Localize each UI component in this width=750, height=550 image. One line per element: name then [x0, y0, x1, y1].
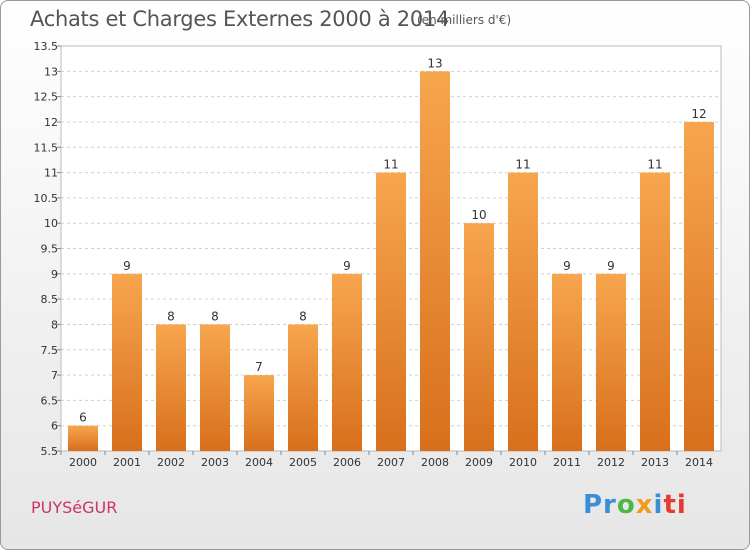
y-tick-label: 10 — [44, 217, 58, 230]
y-tick-label: 12 — [44, 116, 58, 129]
x-tick-label: 2005 — [289, 456, 317, 469]
bar-2005 — [288, 324, 318, 451]
x-tick-label: 2011 — [553, 456, 581, 469]
y-tick-label: 11.5 — [34, 141, 59, 154]
x-tick-label: 2007 — [377, 456, 405, 469]
bar-2007 — [376, 172, 406, 451]
bar-value-label: 9 — [563, 259, 571, 273]
bar-2009 — [464, 223, 494, 451]
x-tick-label: 2012 — [597, 456, 625, 469]
x-tick-label: 2014 — [685, 456, 713, 469]
bar-value-label: 8 — [211, 309, 219, 323]
bar-2012 — [596, 273, 626, 451]
y-tick-label: 7 — [51, 369, 58, 382]
y-tick-label: 12.5 — [34, 91, 59, 104]
y-tick-label: 11 — [44, 167, 58, 180]
x-tick-label: 2013 — [641, 456, 669, 469]
y-tick-label: 13.5 — [34, 40, 59, 53]
bar-2003 — [200, 324, 230, 451]
bar-value-label: 13 — [427, 56, 442, 70]
x-tick-label: 2009 — [465, 456, 493, 469]
y-tick-label: 5.5 — [41, 445, 59, 458]
x-tick-label: 2002 — [157, 456, 185, 469]
bar-2013 — [640, 172, 670, 451]
bar-value-label: 9 — [123, 259, 131, 273]
x-tick-label: 2010 — [509, 456, 537, 469]
x-tick-label: 2000 — [69, 456, 97, 469]
y-tick-label: 9 — [51, 268, 58, 281]
y-tick-label: 8.5 — [41, 293, 59, 306]
bar-2011 — [552, 273, 582, 451]
bar-2010 — [508, 172, 538, 451]
bar-2004 — [244, 375, 274, 451]
bar-value-label: 11 — [383, 158, 398, 172]
y-tick-label: 6 — [51, 420, 58, 433]
bar-value-label: 8 — [167, 309, 175, 323]
x-tick-label: 2004 — [245, 456, 273, 469]
bar-2008 — [420, 71, 450, 451]
bar-value-label: 8 — [299, 309, 307, 323]
bar-2006 — [332, 273, 362, 451]
brand-logo: Proxiti — [583, 490, 687, 520]
bar-2000 — [68, 425, 98, 451]
bar-2001 — [112, 273, 142, 451]
bar-value-label: 6 — [79, 411, 87, 425]
bar-value-label: 11 — [647, 158, 662, 172]
y-tick-label: 7.5 — [41, 344, 59, 357]
y-tick-label: 9.5 — [41, 243, 59, 256]
y-tick-label: 10.5 — [34, 192, 59, 205]
y-tick-label: 13 — [44, 65, 58, 78]
x-tick-label: 2008 — [421, 456, 449, 469]
x-tick-label: 2001 — [113, 456, 141, 469]
bar-value-label: 12 — [691, 107, 706, 121]
bar-value-label: 10 — [471, 208, 486, 222]
y-tick-label: 8 — [51, 318, 58, 331]
x-tick-label: 2006 — [333, 456, 361, 469]
bar-value-label: 11 — [515, 158, 530, 172]
x-tick-label: 2003 — [201, 456, 229, 469]
bar-value-label: 9 — [343, 259, 351, 273]
chart-title: Achats et Charges Externes 2000 à 2014 — [30, 7, 450, 31]
y-tick-label: 6.5 — [41, 394, 59, 407]
bar-value-label: 9 — [607, 259, 615, 273]
chart-subtitle: (en milliers d'€) — [417, 13, 512, 27]
commune-name: PUYSéGUR — [31, 498, 118, 517]
bar-2014 — [684, 121, 714, 451]
bar-value-label: 7 — [255, 360, 263, 374]
bar-2002 — [156, 324, 186, 451]
